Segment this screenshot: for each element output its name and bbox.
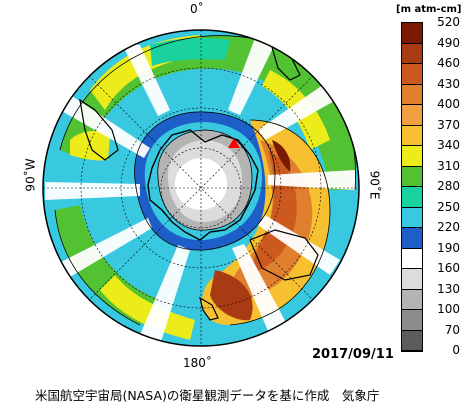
colorbar-tick-label: 280 bbox=[437, 179, 460, 193]
colorbar-tick-label: 220 bbox=[437, 220, 460, 234]
colorbar-tick-label: 310 bbox=[437, 158, 460, 173]
colorbar-swatch bbox=[402, 289, 422, 310]
colorbar bbox=[401, 22, 423, 352]
colorbar-swatch bbox=[402, 207, 422, 228]
colorbar-swatch bbox=[402, 43, 422, 64]
colorbar-tick-label: 190 bbox=[437, 240, 460, 255]
colorbar-tick-label: 340 bbox=[437, 138, 460, 152]
colorbar-swatch bbox=[402, 166, 422, 187]
label-0deg: 0˚ bbox=[190, 2, 204, 16]
label-90w: 90˚W bbox=[23, 158, 38, 192]
colorbar-tick-label: 130 bbox=[437, 281, 460, 296]
colorbar-swatch bbox=[402, 187, 422, 208]
label-180deg: 180˚ bbox=[183, 356, 212, 370]
colorbar-ticks: 520 490 460 430 400 370 340 310 280 250 220 190 160 1… bbox=[420, 15, 466, 357]
data-credit: 米国航空宇宙局(NASA)の衛星観測データを基に作成 気象庁 bbox=[35, 388, 380, 403]
observation-date: 2017/09/11 bbox=[312, 347, 394, 362]
label-90e: 90˚E bbox=[367, 170, 382, 200]
colorbar-swatch bbox=[402, 125, 422, 146]
colorbar-tick-label: 430 bbox=[437, 76, 460, 91]
colorbar-swatch bbox=[402, 23, 422, 44]
colorbar-swatch bbox=[402, 64, 422, 85]
colorbar-swatch bbox=[402, 310, 422, 331]
ozone-field bbox=[43, 30, 359, 346]
colorbar-tick-label: 160 bbox=[437, 261, 460, 275]
map-border bbox=[42, 29, 360, 347]
colorbar-swatch bbox=[402, 330, 422, 351]
colorbar-tick-label: 70 bbox=[444, 322, 460, 337]
colorbar-tick-label: 460 bbox=[437, 56, 460, 70]
colorbar-tick-label: 100 bbox=[437, 302, 460, 316]
colorbar-tick-label: 400 bbox=[437, 97, 460, 111]
colorbar-swatch bbox=[402, 269, 422, 290]
colorbar-tick-label: 250 bbox=[437, 199, 460, 214]
colorbar-unit: [m atm-cm] bbox=[396, 4, 462, 15]
station-marker-icon bbox=[228, 138, 240, 148]
colorbar-tick-label: 370 bbox=[437, 117, 460, 132]
colorbar-swatch bbox=[402, 146, 422, 167]
colorbar-swatch bbox=[402, 105, 422, 126]
colorbar-swatch bbox=[402, 248, 422, 269]
colorbar-swatch bbox=[402, 84, 422, 105]
colorbar-tick-label: 490 bbox=[437, 35, 460, 50]
colorbar-swatch bbox=[402, 228, 422, 249]
colorbar-tick-label: 520 bbox=[437, 15, 460, 29]
colorbar-tick-label: 0 bbox=[452, 343, 460, 357]
